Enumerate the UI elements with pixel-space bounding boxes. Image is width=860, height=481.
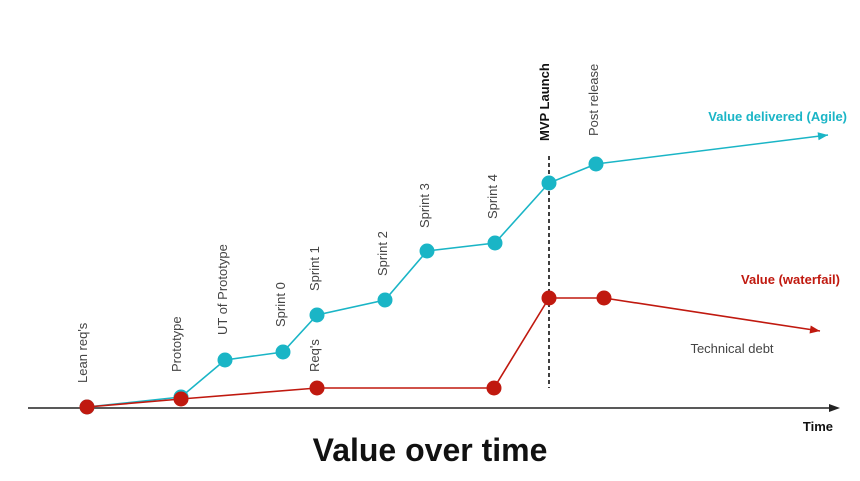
agile-arrowhead <box>817 132 828 141</box>
water-point-3 <box>486 380 502 396</box>
agile-series-name: Value delivered (Agile) <box>708 109 847 124</box>
agile-point-2 <box>217 352 233 368</box>
water-annotation: Technical debt <box>690 341 773 356</box>
agile-point-label-6: Sprint 3 <box>417 183 432 228</box>
x-axis-arrowhead <box>829 404 840 412</box>
agile-point-label-2: UT of Prototype <box>215 244 230 335</box>
water-point-2 <box>309 380 325 396</box>
agile-point-label-0: Lean req's <box>75 322 90 383</box>
agile-series-line <box>86 163 597 408</box>
water-point-0 <box>79 399 95 415</box>
x-axis-label: Time <box>803 419 833 434</box>
agile-point-label-3: Sprint 0 <box>273 282 288 327</box>
agile-point-7 <box>487 235 503 251</box>
agile-point-label-7: Sprint 4 <box>485 174 500 219</box>
water-point-5 <box>596 290 612 306</box>
agile-point-3 <box>275 344 291 360</box>
agile-point-6 <box>419 243 435 259</box>
milestone-label: MVP Launch <box>537 63 552 141</box>
agile-point-label-1: Prototype <box>169 316 184 372</box>
water-arrowhead <box>809 325 820 334</box>
agile-point-4 <box>309 307 325 323</box>
agile-point-label-9: Post release <box>586 64 601 136</box>
agile-trend-line <box>595 134 829 165</box>
water-series-name: Value (waterfail) <box>741 272 840 287</box>
agile-point-label-4: Sprint 1 <box>307 246 322 291</box>
agile-point-8 <box>541 175 557 191</box>
agile-point-5 <box>377 292 393 308</box>
water-trend-line <box>603 297 821 332</box>
water-point-4 <box>541 290 557 306</box>
chart-title: Value over time <box>312 432 548 468</box>
water-point-1 <box>173 391 189 407</box>
agile-point-label-5: Sprint 2 <box>375 231 390 276</box>
agile-point-9 <box>588 156 604 172</box>
water-series-line <box>86 297 604 408</box>
water-point-label-2: Req's <box>307 339 322 372</box>
